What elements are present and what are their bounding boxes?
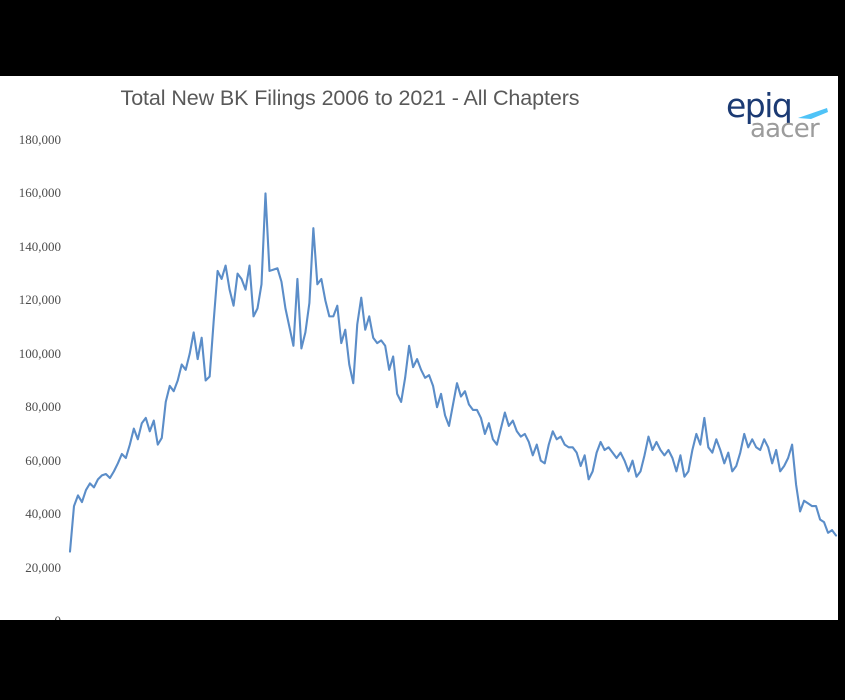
- logo-aacer-text: aacer: [750, 114, 820, 144]
- letterbox-bottom: [0, 620, 845, 700]
- y-tick-label: 80,000: [25, 399, 61, 415]
- line-chart-svg: [68, 192, 838, 553]
- y-tick-label: 0: [55, 613, 62, 620]
- letterbox-top: [0, 0, 845, 76]
- logo-swoosh-icon: [798, 108, 828, 119]
- chart-title: Total New BK Filings 2006 to 2021 - All …: [120, 86, 580, 110]
- x-axis-tick-labels: 1-Jan-061-Jul-061-Jan-071-Jul-071-Jan-08…: [0, 550, 838, 620]
- y-tick-label: 40,000: [25, 506, 61, 522]
- y-tick-label: 100,000: [18, 345, 61, 361]
- letterbox-right: [838, 0, 845, 700]
- y-tick-label: 120,000: [18, 292, 61, 308]
- y-tick-label: 60,000: [25, 452, 61, 468]
- epiq-aacer-logo: epiq aacer: [726, 89, 836, 147]
- y-tick-label: 160,000: [18, 185, 61, 201]
- data-series-line: [68, 192, 838, 553]
- y-tick-label: 140,000: [18, 238, 61, 254]
- y-tick-label: 180,000: [18, 132, 61, 147]
- logo-epiq-text: epiq: [726, 86, 793, 125]
- y-tick-label: 20,000: [25, 559, 61, 575]
- y-axis-tick-labels: 0 20,000 40,000 60,000 80,000 100,000 120,000 1…: [0, 76, 61, 620]
- chart-canvas: Total New BK Filings 2006 to 2021 - All …: [0, 76, 838, 620]
- plot-area: 0 20,000 40,000 60,000 80,000 100,000 120,000 1…: [0, 76, 838, 620]
